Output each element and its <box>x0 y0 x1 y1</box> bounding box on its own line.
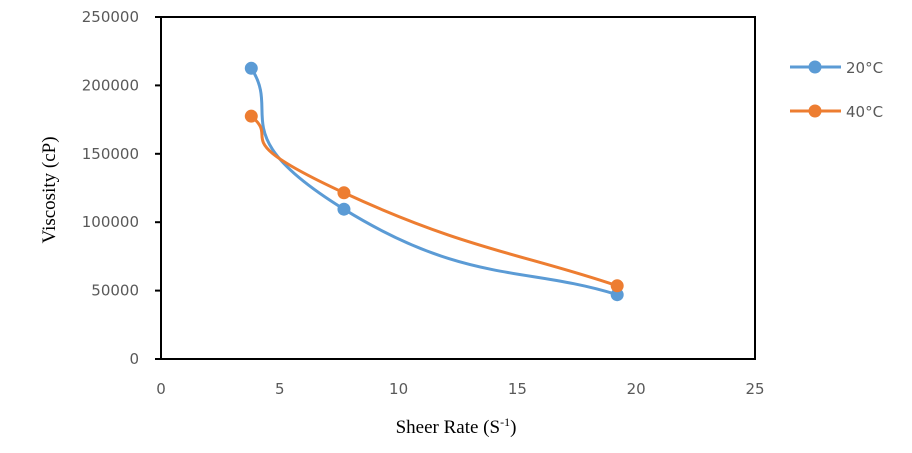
data-point <box>337 186 351 200</box>
plot-frame <box>160 16 756 360</box>
series-1 <box>244 109 624 293</box>
legend-label: 20°C <box>846 59 883 77</box>
y-tick-label: 50000 <box>91 282 139 300</box>
data-point <box>610 288 624 302</box>
legend-label: 40°C <box>846 103 883 121</box>
series-0 <box>244 61 624 302</box>
y-tick-label: 200000 <box>82 76 139 94</box>
legend-marker <box>808 60 822 74</box>
data-point <box>244 61 258 75</box>
x-axis-title: Sheer Rate (S-1) <box>396 415 517 438</box>
y-tick-label: 0 <box>129 350 139 368</box>
x-axis: 0 5 10 15 20 25 <box>156 380 764 398</box>
x-tick-label: 0 <box>156 380 166 398</box>
y-tick-label: 150000 <box>82 145 139 163</box>
x-tick-label: 10 <box>389 380 408 398</box>
legend-item: 40°C <box>790 103 883 121</box>
x-tick-label: 20 <box>627 380 646 398</box>
y-axis: 0 50000 100000 150000 200000 250000 <box>82 8 161 368</box>
x-tick-label: 25 <box>745 380 764 398</box>
data-point <box>337 202 351 216</box>
data-point <box>610 279 624 293</box>
legend: 20°C 40°C <box>790 59 883 121</box>
x-tick-label: 5 <box>275 380 285 398</box>
series-line <box>249 114 619 288</box>
series-line <box>249 66 619 297</box>
y-tick-label: 250000 <box>82 8 139 26</box>
data-point <box>244 109 258 123</box>
y-tick-label: 100000 <box>82 213 139 231</box>
x-tick-label: 15 <box>508 380 527 398</box>
legend-item: 20°C <box>790 59 883 77</box>
legend-marker <box>808 104 822 118</box>
y-axis-title: Viscosity (cP) <box>39 136 60 243</box>
series-group <box>244 61 624 302</box>
